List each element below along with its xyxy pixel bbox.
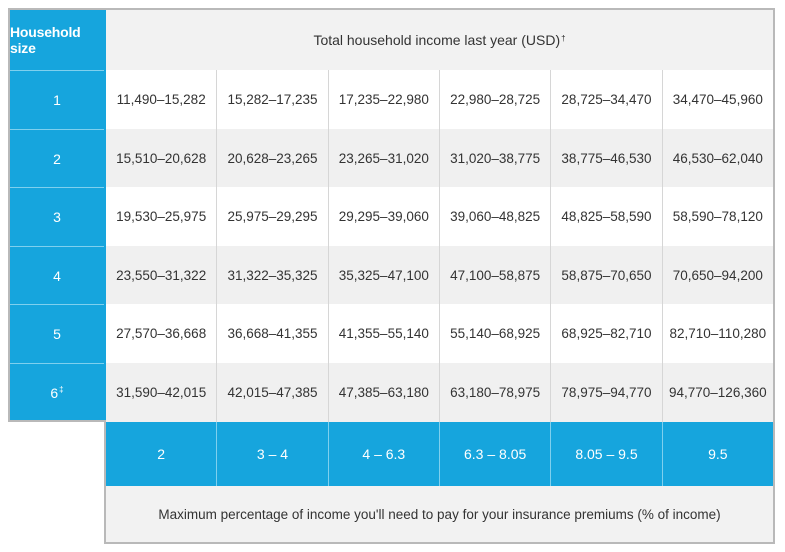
household-size-value: 6 bbox=[50, 384, 59, 401]
income-range-cell: 34,470–45,960 bbox=[661, 70, 773, 129]
percentage-cell: 4 – 6.3 bbox=[327, 422, 439, 486]
household-size-footnote-mark: ‡ bbox=[59, 385, 64, 394]
household-size-cell: 4 bbox=[10, 246, 104, 304]
table-row: 15,510–20,628 20,628–23,265 23,265–31,020 3… bbox=[106, 129, 773, 188]
income-range-cell: 55,140–68,925 bbox=[438, 304, 550, 363]
income-range-cell: 22,980–28,725 bbox=[438, 70, 550, 129]
percentage-cell: 8.05 – 9.5 bbox=[550, 422, 661, 486]
income-range-cell: 94,770–126,360 bbox=[661, 363, 773, 422]
household-size-cell: 1 bbox=[10, 70, 104, 128]
income-range-cell: 11,490–15,282 bbox=[116, 92, 206, 107]
income-title-footnote-mark: † bbox=[561, 33, 566, 43]
income-range-cell: 27,570–36,668 bbox=[116, 326, 207, 341]
blank-corner bbox=[8, 422, 104, 552]
income-range-cell: 42,015–47,385 bbox=[216, 363, 327, 422]
household-size-cell: 3 bbox=[10, 187, 104, 245]
income-range-cell: 36,668–41,355 bbox=[216, 304, 327, 363]
income-range-cell: 20,628–23,265 bbox=[216, 129, 327, 188]
household-size-value: 3 bbox=[53, 208, 61, 225]
footer-caption: Maximum percentage of income you'll need… bbox=[106, 486, 773, 542]
income-range-cell: 41,355–55,140 bbox=[327, 304, 439, 363]
percentage-cell: 9.5 bbox=[661, 422, 773, 486]
household-size-cell: 6 ‡ bbox=[10, 363, 104, 421]
income-range-cell: 38,775–46,530 bbox=[550, 129, 661, 188]
income-range-cell: 47,385–63,180 bbox=[327, 363, 439, 422]
percentage-row: 2 3 – 4 4 – 6.3 6.3 – 8.05 8.05 – 9.5 9.… bbox=[106, 422, 773, 486]
income-range-cell: 29,295–39,060 bbox=[327, 187, 439, 246]
income-range-cell: 68,925–82,710 bbox=[550, 304, 661, 363]
income-title-header: Total household income last year (USD) † bbox=[106, 10, 773, 70]
income-range-cell: 58,590–78,120 bbox=[661, 187, 773, 246]
income-range-cell: 23,265–31,020 bbox=[327, 129, 439, 188]
income-title-text: Total household income last year (USD) bbox=[313, 32, 561, 48]
household-size-value: 1 bbox=[53, 91, 61, 108]
income-range-cell: 15,510–20,628 bbox=[116, 151, 207, 166]
household-size-cell: 5 bbox=[10, 304, 104, 362]
income-range-cell: 19,530–25,975 bbox=[116, 209, 207, 224]
percentage-cell: 3 – 4 bbox=[216, 422, 327, 486]
income-range-cell: 39,060–48,825 bbox=[438, 187, 550, 246]
income-range-cell: 48,825–58,590 bbox=[550, 187, 661, 246]
household-size-value: 5 bbox=[53, 325, 61, 342]
income-range-cell: 35,325–47,100 bbox=[327, 246, 439, 305]
table-row: 23,550–31,322 31,322–35,325 35,325–47,100 4… bbox=[106, 246, 773, 305]
table-row: 11,490–15,282 15,282–17,235 17,235–22,980 2… bbox=[106, 70, 773, 129]
household-size-cell: 2 bbox=[10, 129, 104, 187]
table-row: 27,570–36,668 36,668–41,355 41,355–55,140 5… bbox=[106, 304, 773, 363]
household-size-value: 2 bbox=[53, 150, 61, 167]
income-range-cell: 28,725–34,470 bbox=[550, 70, 661, 129]
income-range-cell: 46,530–62,040 bbox=[661, 129, 773, 188]
income-range-cell: 25,975–29,295 bbox=[216, 187, 327, 246]
income-range-cell: 31,590–42,015 bbox=[116, 385, 207, 400]
income-range-cell: 31,322–35,325 bbox=[216, 246, 327, 305]
income-range-cell: 70,650–94,200 bbox=[661, 246, 773, 305]
income-range-cell: 63,180–78,975 bbox=[438, 363, 550, 422]
household-size-value: 4 bbox=[53, 267, 61, 284]
income-range-cell: 31,020–38,775 bbox=[438, 129, 550, 188]
income-range-cell: 78,975–94,770 bbox=[550, 363, 661, 422]
household-size-column bbox=[8, 8, 106, 422]
income-range-cell: 47,100–58,875 bbox=[438, 246, 550, 305]
income-range-cell: 58,875–70,650 bbox=[550, 246, 661, 305]
percentage-cell: 6.3 – 8.05 bbox=[438, 422, 550, 486]
table-row: 19,530–25,975 25,975–29,295 29,295–39,060 3… bbox=[106, 187, 773, 246]
income-range-cell: 23,550–31,322 bbox=[116, 268, 207, 283]
percentage-cell: 2 bbox=[157, 446, 166, 462]
household-size-header: Household size bbox=[10, 24, 81, 56]
table-row: 31,590–42,015 42,015–47,385 47,385–63,180 6… bbox=[106, 363, 773, 422]
income-range-cell: 17,235–22,980 bbox=[327, 70, 439, 129]
income-range-cell: 82,710–110,280 bbox=[661, 304, 773, 363]
income-range-cell: 15,282–17,235 bbox=[216, 70, 327, 129]
